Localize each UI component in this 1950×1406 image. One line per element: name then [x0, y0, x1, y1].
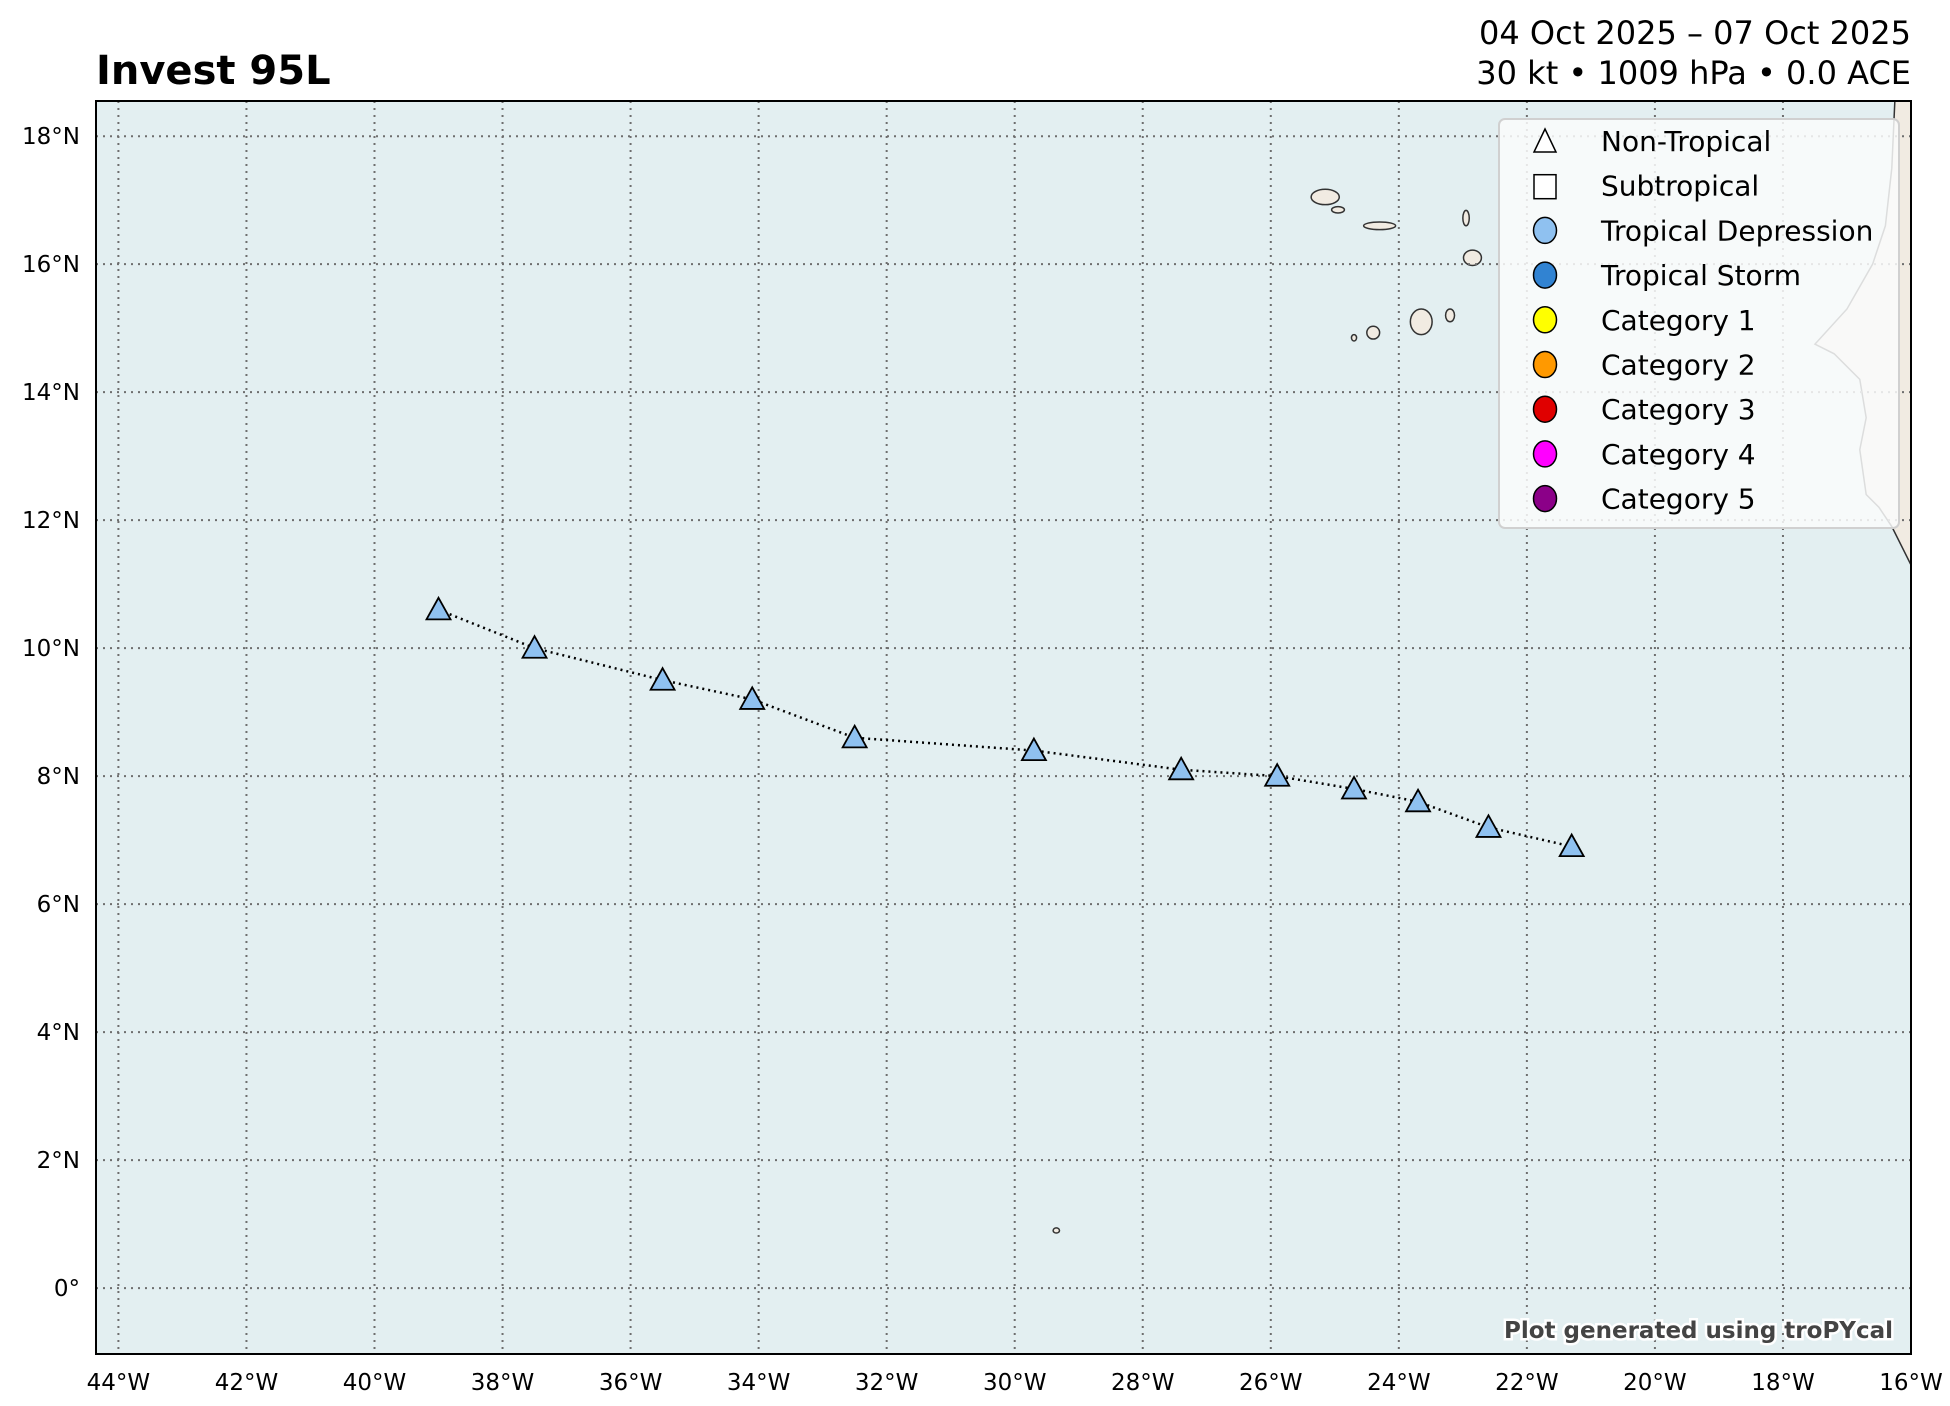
track-point-triangle [1263, 762, 1291, 787]
island [1444, 308, 1456, 323]
legend-box [1498, 118, 1900, 529]
island [1052, 1227, 1061, 1234]
x-tick-label: 34°W [727, 1370, 791, 1396]
track-point-triangle [649, 666, 677, 691]
y-tick-label: 18°N [22, 124, 80, 150]
legend-label: Tropical Depression [1600, 214, 1873, 247]
legend-marker-circle-icon [1532, 484, 1558, 513]
track-point-triangle [1020, 736, 1048, 762]
island [1409, 308, 1433, 336]
track-point-triangle [521, 634, 549, 659]
legend: Non-Tropical Subtropical Tropical Depressi… [1498, 118, 1900, 529]
legend-marker-circle-icon [1532, 306, 1558, 334]
x-tick-label: 42°W [215, 1370, 279, 1396]
legend-label: Non-Tropical [1601, 125, 1771, 158]
island [1462, 209, 1471, 227]
island [1462, 249, 1483, 267]
y-tick-label: 8°N [37, 764, 80, 790]
y-tick-label: 12°N [22, 508, 80, 534]
track-point-triangle [1474, 813, 1502, 838]
chart-title: Invest 95L [96, 48, 331, 94]
track-point-triangle [424, 595, 453, 621]
legend-marker-triangle-icon [1532, 127, 1558, 153]
track-point-triangle [1167, 755, 1195, 781]
date-range: 04 Oct 2025 – 07 Oct 2025 [1479, 14, 1911, 52]
legend-label: Category 1 [1601, 304, 1756, 337]
legend-label: Category 2 [1601, 349, 1756, 382]
y-tick-label: 0° [54, 1276, 80, 1302]
x-tick-label: 30°W [983, 1370, 1047, 1396]
island [1362, 221, 1397, 231]
island [1350, 333, 1358, 342]
x-tick-label: 20°W [1623, 1370, 1687, 1396]
y-tick-label: 10°N [22, 636, 80, 662]
storm-track [424, 595, 1586, 858]
island [1366, 325, 1381, 340]
track-point-triangle [1404, 787, 1432, 813]
legend-marker-square-icon [1533, 173, 1557, 200]
legend-label: Subtropical [1601, 170, 1759, 203]
x-tick-label: 32°W [855, 1370, 919, 1396]
x-tick-label: 24°W [1367, 1370, 1431, 1396]
x-tick-label: 36°W [599, 1370, 663, 1396]
x-tick-label: 28°W [1111, 1370, 1175, 1396]
legend-marker-circle-icon [1532, 440, 1558, 468]
x-tick-label: 38°W [471, 1370, 535, 1396]
island [1330, 205, 1346, 214]
legend-marker-circle-icon [1532, 350, 1558, 379]
x-tick-label: 40°W [343, 1370, 407, 1396]
y-tick-label: 2°N [37, 1148, 80, 1174]
x-tick-label: 22°W [1495, 1370, 1559, 1396]
y-tick-label: 4°N [37, 1020, 80, 1046]
legend-marker-circle-icon [1532, 261, 1558, 289]
x-tick-label: 44°W [87, 1370, 151, 1396]
track-point-triangle [1340, 775, 1368, 800]
watermark: Plot generated using troPYcal [1504, 1318, 1893, 1344]
x-tick-label: 16°W [1879, 1370, 1943, 1396]
y-tick-label: 16°N [22, 252, 80, 278]
track-point-triangle [841, 723, 869, 749]
x-tick-label: 26°W [1239, 1370, 1303, 1396]
storm-summary: 30 kt • 1009 hPa • 0.0 ACE [1476, 54, 1911, 92]
x-axis-ticks: 44°W 42°W 40°W 38°W 36°W 34°W 32°W 30°W 28°W 26°W… [87, 1370, 1943, 1396]
track-line [438, 608, 1572, 848]
track-point-triangle [1558, 832, 1586, 858]
y-tick-label: 6°N [37, 892, 80, 918]
legend-marker-circle-icon [1532, 216, 1558, 245]
legend-label: Category 3 [1601, 393, 1756, 426]
legend-label: Category 4 [1601, 438, 1756, 471]
x-tick-label: 18°W [1751, 1370, 1815, 1396]
plot-frame [95, 100, 1912, 1355]
y-axis-ticks: 0° 2°N 4°N 6°N 8°N 10°N 12°N 14°N 16°N 18°N [22, 124, 80, 1302]
legend-label: Category 5 [1601, 483, 1756, 516]
legend-marker-circle-icon [1532, 395, 1558, 423]
track-point-triangle [738, 685, 766, 710]
legend-label: Tropical Storm [1600, 259, 1801, 292]
y-tick-label: 14°N [22, 380, 80, 406]
island [1310, 188, 1341, 206]
